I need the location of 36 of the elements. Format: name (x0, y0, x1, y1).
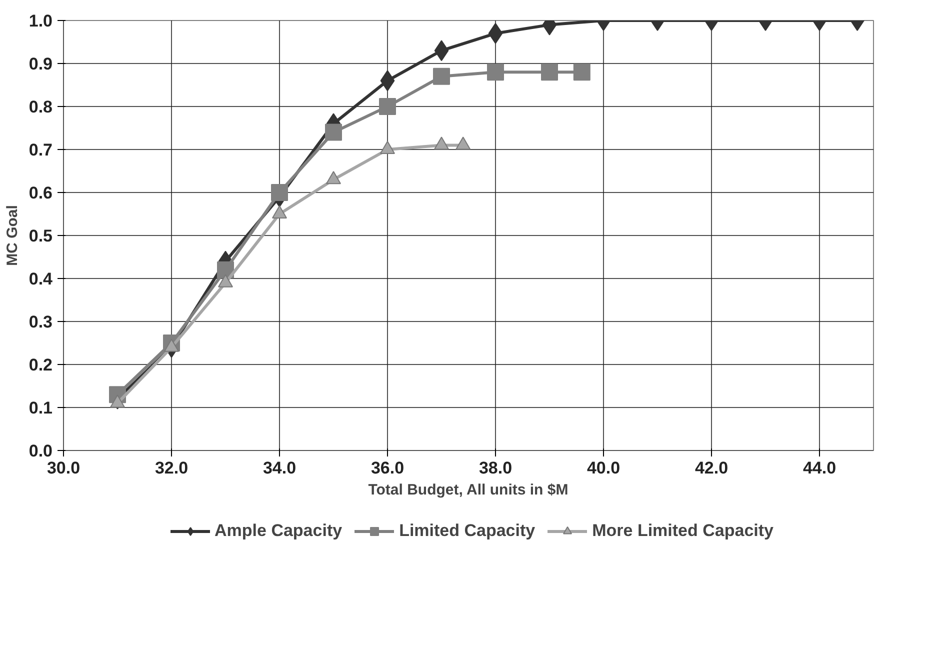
x-tick-label: 38.0 (478, 458, 512, 478)
x-tick-label: 34.0 (262, 458, 296, 478)
y-tick-label: 0.0 (28, 442, 53, 460)
point (164, 338, 179, 352)
y-tick-label: 0.1 (28, 398, 53, 418)
y-axis-title: MC Goal (4, 205, 21, 266)
point (379, 98, 396, 115)
x-tick-label: 30.0 (46, 458, 80, 478)
y-tick-label: 1.0 (28, 12, 53, 30)
x-axis-title: Total Budget, All units in $M (368, 482, 568, 498)
legend-label: More Limited Capacity (592, 521, 774, 541)
x-tick-label: 44.0 (802, 458, 836, 478)
y-tick-label: 0.4 (28, 270, 54, 288)
y-tick-label: 0.6 (28, 184, 53, 202)
y-tick-label: 0.5 (28, 226, 53, 246)
point (218, 274, 233, 288)
legend-label: Limited Capacity (399, 521, 536, 541)
y-tick-label: 0.8 (28, 98, 53, 116)
x-tick-label: 42.0 (694, 458, 728, 478)
point (433, 68, 450, 85)
x-tick-label: 32.0 (154, 458, 188, 478)
point (325, 124, 342, 141)
point (573, 64, 590, 81)
point (272, 205, 287, 219)
point (326, 171, 341, 184)
y-tick-label: 0.9 (28, 54, 53, 74)
point (487, 64, 504, 81)
point (541, 64, 558, 81)
y-tick-label: 0.2 (28, 356, 53, 374)
point (271, 184, 288, 201)
y-tick-label: 0.7 (28, 140, 53, 160)
legend-label: Ample Capacity (214, 521, 342, 541)
x-tick-label: 36.0 (370, 458, 404, 478)
x-tick-label: 40.0 (586, 458, 620, 478)
y-tick-label: 0.3 (28, 312, 53, 332)
point (110, 394, 125, 408)
